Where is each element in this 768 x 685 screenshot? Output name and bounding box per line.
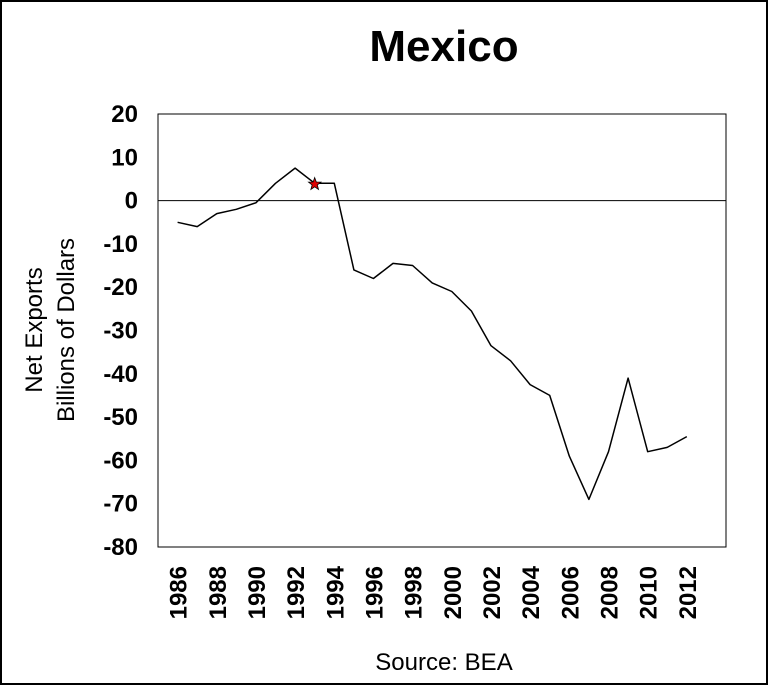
y-axis-label: Net Exports Billions of Dollars bbox=[21, 238, 80, 422]
y-tick-label: -70 bbox=[103, 491, 138, 518]
x-tick-label: 2000 bbox=[440, 566, 467, 619]
y-tick-label: -20 bbox=[103, 274, 138, 301]
x-tick-label: 1994 bbox=[322, 565, 349, 619]
x-tick-label: 1996 bbox=[361, 566, 388, 619]
y-axis-label-line2: Billions of Dollars bbox=[53, 238, 80, 422]
y-tick-label: -30 bbox=[103, 318, 138, 345]
x-tick-label: 2012 bbox=[675, 566, 702, 619]
y-tick-label: -50 bbox=[103, 404, 138, 431]
star-marker bbox=[307, 176, 323, 191]
x-tick-label: 1992 bbox=[283, 566, 310, 619]
series-group bbox=[177, 167, 688, 501]
y-tick-label: -10 bbox=[103, 231, 138, 258]
x-tick-label: 1998 bbox=[401, 566, 428, 619]
plot-area bbox=[157, 113, 727, 548]
x-tick-label: 1988 bbox=[205, 566, 232, 619]
y-tick-labels: 20 10 0 -10 -20 -30 -40 -50 -60 -70 -80 bbox=[103, 101, 138, 561]
series-line bbox=[177, 167, 688, 501]
chart-title: Mexico bbox=[369, 22, 518, 71]
x-tick-label: 1990 bbox=[244, 566, 271, 619]
marker-group bbox=[307, 176, 323, 191]
x-tick-label: 2002 bbox=[479, 566, 506, 619]
y-tick-label: -80 bbox=[103, 534, 138, 561]
y-axis-label-line1: Net Exports bbox=[21, 267, 48, 392]
x-tick-label: 2010 bbox=[636, 566, 663, 619]
x-tick-label: 1986 bbox=[166, 566, 193, 619]
source-note: Source: BEA bbox=[375, 649, 512, 676]
x-tick-label: 2006 bbox=[557, 566, 584, 619]
x-tick-label: 2008 bbox=[596, 566, 623, 619]
x-tick-labels: 1986 1988 1990 1992 1994 1996 1998 2000 2002 2004… bbox=[166, 565, 702, 619]
y-tick-label: 0 bbox=[125, 188, 138, 215]
y-tick-label: -60 bbox=[103, 447, 138, 474]
y-tick-label: -40 bbox=[103, 361, 138, 388]
x-tick-label: 2004 bbox=[518, 565, 545, 619]
y-tick-label: 10 bbox=[111, 144, 138, 171]
y-tick-label: 20 bbox=[111, 101, 138, 128]
